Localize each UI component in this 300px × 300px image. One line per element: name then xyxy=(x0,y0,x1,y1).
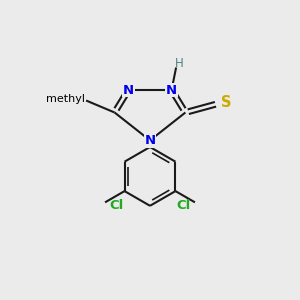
Text: N: N xyxy=(144,134,156,147)
Text: H: H xyxy=(175,57,184,70)
Text: N: N xyxy=(123,83,134,97)
Text: methyl: methyl xyxy=(46,94,85,104)
Text: S: S xyxy=(221,95,232,110)
Text: Cl: Cl xyxy=(110,199,124,212)
Text: Cl: Cl xyxy=(176,199,190,212)
Text: N: N xyxy=(166,83,177,97)
